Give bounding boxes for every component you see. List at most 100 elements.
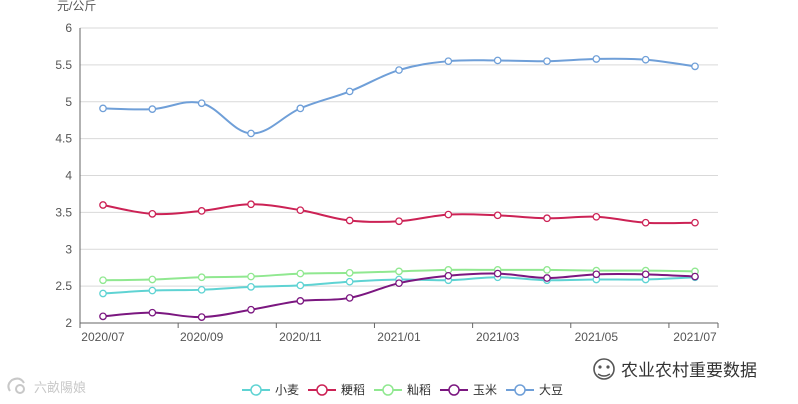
x-tick-label: 2021/05 xyxy=(575,330,619,344)
x-tick-label: 2021/03 xyxy=(476,330,520,344)
data-point[interactable] xyxy=(197,313,206,321)
y-tick-label: 3 xyxy=(65,242,72,256)
data-point[interactable] xyxy=(197,285,206,294)
legend-item[interactable]: 小麦 xyxy=(242,383,299,397)
data-point[interactable] xyxy=(592,212,601,221)
data-point[interactable] xyxy=(395,66,403,74)
x-tick-label: 2020/09 xyxy=(180,330,224,344)
legend-label: 玉米 xyxy=(473,383,497,397)
data-point[interactable] xyxy=(99,201,107,209)
legend-swatch-marker xyxy=(448,384,460,396)
data-point[interactable] xyxy=(691,62,699,71)
data-point[interactable] xyxy=(592,55,601,63)
series-lines xyxy=(99,55,699,321)
series-2 xyxy=(99,200,699,227)
x-tick-label: 2021/01 xyxy=(377,330,421,344)
data-point[interactable] xyxy=(148,286,157,295)
data-point[interactable] xyxy=(296,297,305,305)
data-point[interactable] xyxy=(247,283,255,291)
data-point[interactable] xyxy=(493,56,502,65)
y-tick-label: 2 xyxy=(65,316,72,330)
data-point[interactable] xyxy=(296,104,305,113)
data-point[interactable] xyxy=(641,55,650,64)
watermark-right-text: 农业农村重要数据 xyxy=(621,361,757,381)
axes xyxy=(79,28,719,328)
data-point[interactable] xyxy=(197,273,206,282)
data-point[interactable] xyxy=(247,305,255,314)
data-point[interactable] xyxy=(197,99,206,108)
data-point[interactable] xyxy=(543,214,551,223)
x-tick-label: 2020/11 xyxy=(279,330,322,344)
data-point[interactable] xyxy=(148,105,157,113)
legend-item[interactable]: 大豆 xyxy=(506,383,563,397)
watermark-left: 六畝陽娘 xyxy=(7,377,86,396)
data-point[interactable] xyxy=(543,266,551,274)
data-point[interactable] xyxy=(247,129,255,138)
data-point[interactable] xyxy=(493,211,502,220)
legend-swatch-marker xyxy=(514,384,526,396)
data-point[interactable] xyxy=(691,218,699,227)
data-point[interactable] xyxy=(395,267,403,276)
data-point[interactable] xyxy=(543,57,551,66)
legend-item[interactable]: 玉米 xyxy=(440,383,497,397)
data-point[interactable] xyxy=(247,272,255,281)
legend-swatch-marker xyxy=(316,384,328,396)
y-tick-labels: 2 2.5 3 3.5 4 4.5 5 5.5 6 xyxy=(55,21,72,330)
series-4 xyxy=(99,269,699,321)
data-point[interactable] xyxy=(99,104,107,113)
legend-label: 小麦 xyxy=(275,383,299,397)
watermark-left-text: 六畝陽娘 xyxy=(34,381,86,396)
y-tick-label: 6 xyxy=(65,21,72,35)
legend-label: 籼稻 xyxy=(407,383,431,397)
y-axis-unit-label: 元/公斤 xyxy=(57,0,96,13)
series-5 xyxy=(99,55,699,138)
data-point[interactable] xyxy=(641,270,650,279)
data-point[interactable] xyxy=(592,270,601,279)
legend-item[interactable]: 粳稻 xyxy=(308,383,365,397)
y-tick-label: 4 xyxy=(65,169,72,183)
data-point[interactable] xyxy=(444,271,453,280)
data-point[interactable] xyxy=(691,272,699,281)
data-point[interactable] xyxy=(345,277,354,286)
legend-swatch-marker xyxy=(250,384,262,396)
data-point[interactable] xyxy=(345,268,354,277)
data-point[interactable] xyxy=(148,210,157,218)
data-point[interactable] xyxy=(395,279,403,288)
legend-label: 大豆 xyxy=(539,383,563,397)
data-point[interactable] xyxy=(148,308,157,317)
legend-label: 粳稻 xyxy=(341,383,365,397)
legend-swatch-marker xyxy=(382,384,394,396)
watermark-right: 农业农村重要数据 xyxy=(593,358,757,381)
data-point[interactable] xyxy=(543,274,551,282)
data-point[interactable] xyxy=(247,200,255,209)
wechat-icon xyxy=(593,358,615,380)
x-tick-labels: 2020/07 2020/09 2020/11 2021/01 2021/03 2021/… xyxy=(81,330,717,344)
legend-item[interactable]: 籼稻 xyxy=(374,383,431,397)
data-point[interactable] xyxy=(444,210,453,219)
data-point[interactable] xyxy=(493,269,502,278)
data-point[interactable] xyxy=(444,57,453,66)
data-point[interactable] xyxy=(296,269,305,278)
data-point[interactable] xyxy=(148,275,157,284)
x-tick-label: 2021/07 xyxy=(673,330,717,344)
data-point[interactable] xyxy=(99,276,107,285)
data-point[interactable] xyxy=(345,87,354,96)
y-tick-label: 5 xyxy=(65,95,72,109)
data-point[interactable] xyxy=(99,289,107,298)
y-tick-label: 5.5 xyxy=(55,58,72,72)
data-point[interactable] xyxy=(395,217,403,226)
data-point[interactable] xyxy=(296,206,305,215)
data-point[interactable] xyxy=(641,218,650,227)
y-tick-label: 2.5 xyxy=(55,279,72,293)
data-point[interactable] xyxy=(345,216,354,225)
legend[interactable]: 小麦 粳稻 籼稻 玉米 大豆 xyxy=(242,383,563,397)
y-tick-label: 3.5 xyxy=(55,205,72,219)
x-tick-label: 2020/07 xyxy=(81,330,125,344)
y-tick-label: 4.5 xyxy=(55,132,72,146)
data-point[interactable] xyxy=(99,312,107,321)
data-point[interactable] xyxy=(296,281,305,290)
logo-icon xyxy=(7,377,25,394)
data-point[interactable] xyxy=(197,207,206,215)
data-point[interactable] xyxy=(345,294,354,302)
